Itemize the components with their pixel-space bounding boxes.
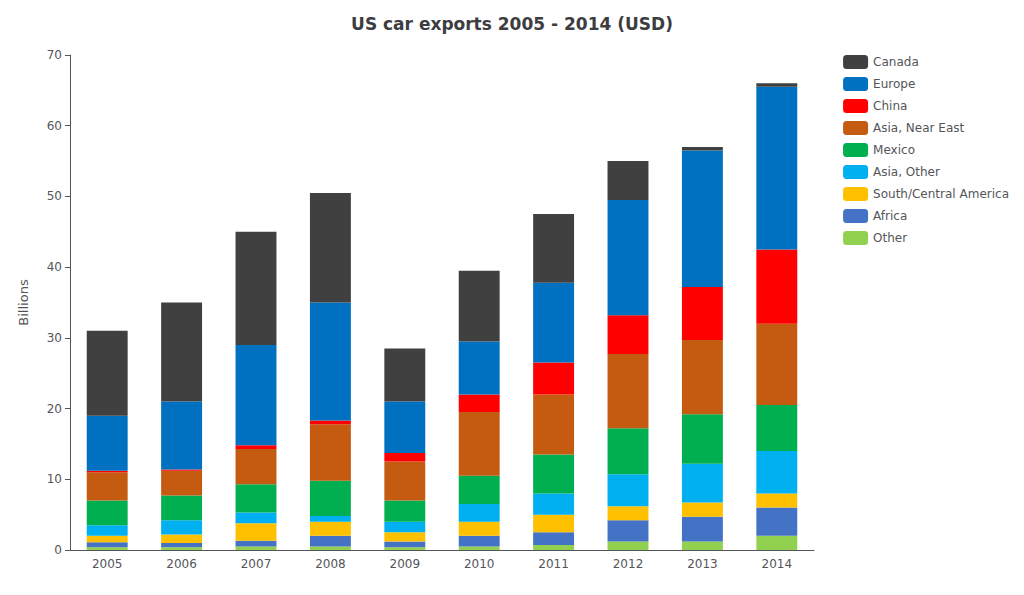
svg-text:Asia, Other: Asia, Other (873, 165, 940, 179)
svg-text:2013: 2013 (687, 557, 718, 571)
svg-text:South/Central America: South/Central America (873, 187, 1009, 201)
svg-text:20: 20 (47, 402, 62, 416)
svg-text:50: 50 (47, 189, 62, 203)
svg-text:US car exports 2005 - 2014 (US: US car exports 2005 - 2014 (USD) (351, 14, 673, 34)
svg-text:Canada: Canada (873, 55, 919, 69)
svg-text:30: 30 (47, 331, 62, 345)
svg-text:China: China (873, 99, 907, 113)
svg-text:60: 60 (47, 119, 62, 133)
svg-text:2006: 2006 (166, 557, 197, 571)
svg-text:Mexico: Mexico (873, 143, 915, 157)
svg-text:10: 10 (47, 472, 62, 486)
svg-text:2012: 2012 (613, 557, 644, 571)
svg-text:Africa: Africa (873, 209, 907, 223)
svg-text:2011: 2011 (538, 557, 569, 571)
svg-text:2010: 2010 (464, 557, 495, 571)
svg-text:Asia, Near East: Asia, Near East (873, 121, 964, 135)
svg-text:70: 70 (47, 48, 62, 62)
svg-text:Europe: Europe (873, 77, 915, 91)
svg-text:2005: 2005 (92, 557, 123, 571)
svg-text:Billions: Billions (16, 279, 31, 326)
svg-text:2007: 2007 (241, 557, 272, 571)
svg-text:2009: 2009 (390, 557, 421, 571)
svg-text:2008: 2008 (315, 557, 346, 571)
svg-text:Other: Other (873, 231, 907, 245)
svg-text:0: 0 (54, 543, 62, 557)
svg-text:2014: 2014 (762, 557, 793, 571)
svg-text:40: 40 (47, 260, 62, 274)
